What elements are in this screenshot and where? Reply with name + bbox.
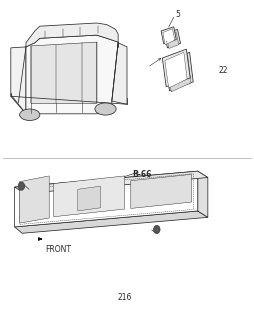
Text: 216: 216 — [23, 188, 37, 197]
Polygon shape — [14, 211, 208, 233]
Polygon shape — [14, 171, 198, 227]
Polygon shape — [78, 186, 101, 211]
Text: FRONT: FRONT — [46, 245, 72, 254]
Ellipse shape — [20, 109, 40, 121]
Polygon shape — [54, 176, 124, 217]
Polygon shape — [166, 52, 193, 91]
Text: B-66: B-66 — [133, 170, 152, 179]
Polygon shape — [164, 29, 181, 48]
Polygon shape — [14, 171, 208, 194]
Polygon shape — [165, 52, 187, 88]
Circle shape — [18, 182, 25, 190]
Ellipse shape — [95, 103, 116, 115]
Polygon shape — [20, 176, 49, 223]
Polygon shape — [166, 32, 179, 49]
Polygon shape — [198, 171, 208, 217]
Text: 5: 5 — [175, 10, 180, 19]
Text: 216: 216 — [117, 293, 132, 302]
Polygon shape — [131, 174, 192, 208]
Polygon shape — [112, 43, 127, 104]
Circle shape — [153, 225, 160, 234]
Polygon shape — [162, 49, 190, 87]
Polygon shape — [26, 35, 118, 114]
Polygon shape — [168, 55, 191, 92]
Text: 221: 221 — [162, 35, 177, 44]
Polygon shape — [31, 42, 97, 103]
Polygon shape — [161, 27, 176, 44]
Polygon shape — [26, 23, 118, 47]
Polygon shape — [11, 47, 26, 114]
Polygon shape — [163, 29, 175, 45]
Text: 22: 22 — [218, 66, 228, 75]
